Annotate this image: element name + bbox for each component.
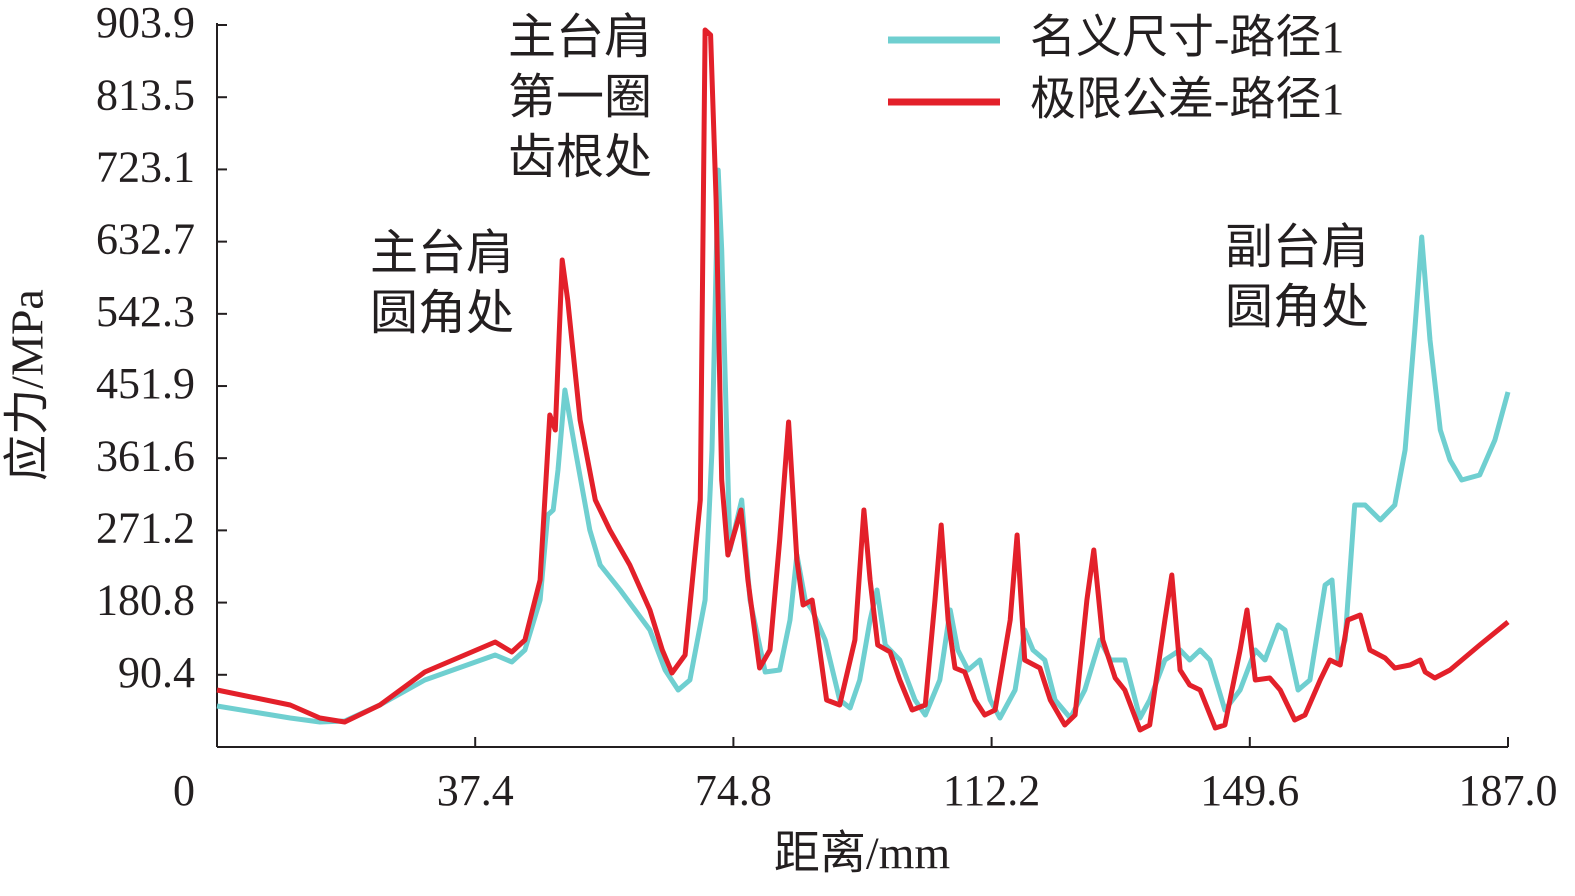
series-line (216, 167, 1511, 725)
annotation: 齿根处 (508, 131, 652, 184)
x-axis-label: 距离/mm (774, 828, 951, 879)
x-tick-label: 112.2 (943, 766, 1040, 815)
series-line (216, 27, 1510, 733)
x-tick-label: 37.4 (437, 766, 514, 815)
annotation: 圆角处 (370, 287, 514, 340)
y-tick-label: 542.3 (96, 287, 195, 336)
legend-label: 极限公差-路径1 (1030, 74, 1344, 125)
annotation: 主台肩 (370, 227, 514, 280)
y-axis-label: 应力/MPa (2, 289, 53, 481)
y-tick-label: 813.5 (96, 70, 195, 119)
legend-label: 名义尺寸-路径1 (1030, 12, 1344, 63)
x-tick-label: 149.6 (1200, 766, 1299, 815)
x-tick-label: 187.0 (1459, 766, 1558, 815)
annotation: 主台肩 (508, 11, 652, 64)
annotation: 副台肩 (1225, 221, 1369, 274)
y-tick-label: 90.4 (118, 648, 195, 697)
y-tick-label: 180.8 (96, 576, 195, 625)
y-tick-label: 723.1 (96, 143, 195, 192)
y-tick-label: 903.9 (96, 0, 195, 47)
x-tick-label: 0 (173, 766, 195, 815)
y-tick-label: 451.9 (96, 359, 195, 408)
y-tick-label: 271.2 (96, 503, 195, 552)
annotation: 第一圈 (508, 71, 652, 124)
y-tick-label: 632.7 (96, 215, 195, 264)
annotation: 圆角处 (1225, 281, 1369, 334)
y-tick-label: 361.6 (96, 431, 195, 480)
x-tick-label: 74.8 (695, 766, 772, 815)
